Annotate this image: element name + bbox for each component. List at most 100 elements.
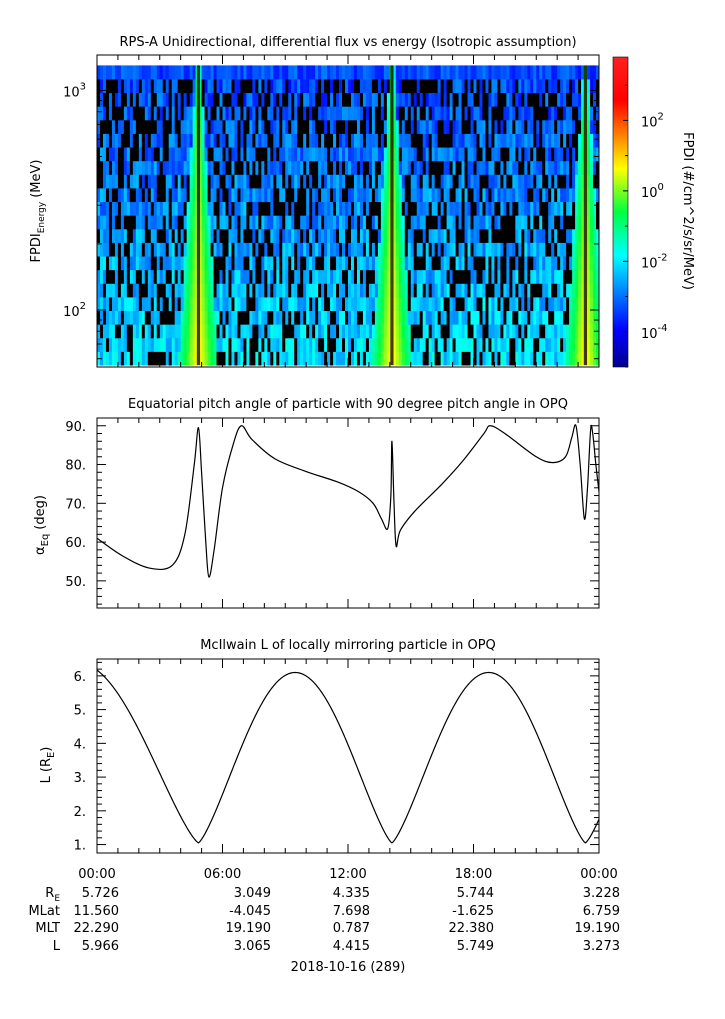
heatmap-cell xyxy=(300,201,304,216)
heatmap-cell xyxy=(294,337,298,352)
heatmap-cell xyxy=(312,188,316,203)
heatmap-cell xyxy=(174,215,179,230)
ephemeris-value: 5.726 xyxy=(82,886,119,901)
heatmap-cell xyxy=(300,310,304,325)
heatmap-cell xyxy=(356,351,361,366)
lshell-y-label-unit: (R xyxy=(39,758,54,772)
heatmap-cell xyxy=(312,351,316,366)
heatmap-cell xyxy=(431,215,436,230)
heatmap-cell xyxy=(288,174,292,189)
heatmap-cell xyxy=(368,228,373,243)
heatmap-cell xyxy=(264,160,268,175)
heatmap-cell xyxy=(201,310,205,325)
heatmap-cell xyxy=(455,188,459,203)
heatmap-cell xyxy=(524,92,528,107)
heatmap-cell xyxy=(371,188,376,203)
heatmap-cell xyxy=(270,242,274,257)
heatmap-cell xyxy=(530,310,534,325)
heatmap-cell xyxy=(174,201,179,216)
heatmap-cell xyxy=(488,242,492,257)
heatmap-cell xyxy=(213,188,217,203)
heatmap-cell xyxy=(410,242,415,257)
heatmap-cell xyxy=(147,228,152,243)
heatmap-cell xyxy=(297,242,301,257)
heatmap-cell xyxy=(210,79,214,94)
heatmap-cell xyxy=(207,228,211,243)
heatmap-cell xyxy=(312,242,316,257)
heatmap-cell xyxy=(353,79,358,94)
heatmap-cell xyxy=(506,324,510,339)
heatmap-cell xyxy=(455,310,459,325)
heatmap-cell xyxy=(288,242,292,257)
heatmap-cell xyxy=(174,106,179,121)
heatmap-cell xyxy=(416,147,421,162)
heatmap-cell xyxy=(464,174,468,189)
heatmap-cell xyxy=(153,160,158,175)
heatmap-cell xyxy=(159,174,164,189)
heatmap-cell xyxy=(126,242,131,257)
heatmap-cell xyxy=(312,228,316,243)
heatmap-cell xyxy=(210,160,214,175)
heatmap-cell xyxy=(267,324,271,339)
heatmap-cell xyxy=(234,92,238,107)
heatmap-cell xyxy=(120,65,125,80)
heatmap-cell xyxy=(566,119,570,134)
colorbar-tick-label: 100 xyxy=(641,182,664,201)
heatmap-cell xyxy=(303,147,307,162)
heatmap-cell xyxy=(365,215,370,230)
heatmap-cell xyxy=(434,242,439,257)
heatmap-cell xyxy=(150,174,155,189)
heatmap-cell xyxy=(383,92,388,107)
heatmap-cell xyxy=(446,65,450,80)
heatmap-cell xyxy=(120,242,125,257)
heatmap-cell xyxy=(464,337,468,352)
heatmap-cell xyxy=(422,242,427,257)
heatmap-cell xyxy=(434,79,439,94)
heatmap-cell xyxy=(339,106,343,121)
heatmap-cell xyxy=(123,79,128,94)
heatmap-cell xyxy=(198,215,202,230)
heatmap-cell xyxy=(114,160,119,175)
heatmap-cell xyxy=(407,228,412,243)
heatmap-cell xyxy=(545,269,549,284)
heatmap-cell xyxy=(261,79,265,94)
heatmap-cell xyxy=(183,351,188,366)
heatmap-cell xyxy=(276,215,280,230)
heatmap-cell xyxy=(359,337,364,352)
heatmap-cell xyxy=(210,297,214,312)
heatmap-cell xyxy=(135,310,140,325)
heatmap-cell xyxy=(348,297,352,312)
heatmap-cell xyxy=(174,297,179,312)
heatmap-cell xyxy=(542,201,546,216)
heatmap-cell xyxy=(464,228,468,243)
heatmap-cell xyxy=(204,256,208,271)
heatmap-cell xyxy=(482,119,486,134)
heatmap-cell xyxy=(117,283,122,298)
heatmap-cell xyxy=(503,160,507,175)
heatmap-cell xyxy=(132,133,137,148)
heatmap-cell xyxy=(345,106,349,121)
heatmap-cell xyxy=(264,188,268,203)
heatmap-cell xyxy=(419,147,424,162)
heatmap-cell xyxy=(171,160,176,175)
heatmap-cell xyxy=(276,201,280,216)
heatmap-cell xyxy=(222,351,226,366)
heatmap-cell xyxy=(111,310,116,325)
heatmap-cell xyxy=(300,188,304,203)
heatmap-cell xyxy=(476,133,480,148)
heatmap-cell xyxy=(261,324,265,339)
heatmap-cell xyxy=(339,242,343,257)
heatmap-cell xyxy=(437,310,442,325)
heatmap-cell xyxy=(356,201,361,216)
heatmap-cell xyxy=(356,215,361,230)
heatmap-cell xyxy=(273,106,277,121)
heatmap-cell xyxy=(120,351,125,366)
heatmap-cell xyxy=(581,174,585,189)
heatmap-cell xyxy=(350,228,355,243)
heatmap-cell xyxy=(126,119,131,134)
heatmap-cell xyxy=(318,79,322,94)
heatmap-cell xyxy=(201,215,205,230)
heatmap-cell xyxy=(425,228,430,243)
heatmap-cell xyxy=(473,160,477,175)
heatmap-cell xyxy=(491,133,495,148)
